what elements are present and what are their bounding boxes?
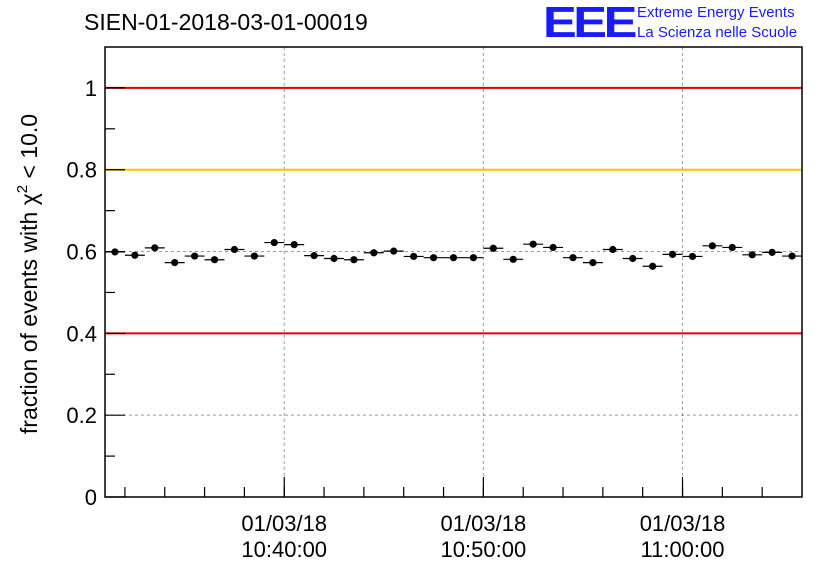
data-point <box>191 252 199 260</box>
data-point <box>210 256 219 264</box>
data-point <box>589 258 597 267</box>
eee-logo: EEE <box>543 0 637 47</box>
data-point <box>788 252 796 260</box>
data-point <box>171 258 179 267</box>
logo-line-1: Extreme Energy Events <box>637 4 795 21</box>
data-point <box>768 248 776 256</box>
data-point <box>270 238 278 247</box>
data-series <box>105 238 802 270</box>
logo-line-2: La Scienza nelle Scuole <box>637 24 798 41</box>
data-point <box>370 249 378 257</box>
grid-lines <box>105 47 802 497</box>
data-point <box>728 243 736 252</box>
x-tick-label-time: 10:50:00 <box>441 537 527 562</box>
y-tick-label: 1 <box>85 76 97 101</box>
x-axis-ticks: 01/03/1810:40:0001/03/1810:50:0001/03/18… <box>124 477 763 562</box>
data-point <box>549 243 557 252</box>
data-point <box>250 252 258 260</box>
x-tick-label-date: 01/03/18 <box>640 511 726 536</box>
data-point <box>748 251 756 259</box>
data-point <box>469 254 478 262</box>
data-point <box>230 245 239 254</box>
y-axis-label-superscript: 2 <box>14 185 31 193</box>
y-tick-label: 0 <box>85 485 97 510</box>
plot-frame <box>104 46 803 498</box>
x-tick-label-time: 10:40:00 <box>241 537 327 562</box>
data-point <box>449 254 458 262</box>
y-tick-label: 0.4 <box>66 321 97 346</box>
x-tick-label-date: 01/03/18 <box>441 511 527 536</box>
data-point <box>688 252 697 261</box>
data-point <box>509 255 517 263</box>
data-point <box>390 247 398 255</box>
y-tick-label: 0.8 <box>66 158 97 183</box>
reference-lines <box>105 86 802 335</box>
data-point <box>151 244 159 252</box>
data-point <box>649 262 657 270</box>
run-title: SIEN-01-2018-03-01-00019 <box>84 9 368 35</box>
data-point <box>609 245 617 254</box>
data-point <box>310 252 318 260</box>
data-point <box>350 256 358 264</box>
data-point <box>708 242 716 250</box>
y-axis-label-suffix: < 10.0 <box>16 114 42 185</box>
data-point <box>410 252 418 261</box>
data-point <box>529 240 537 248</box>
data-point <box>111 248 119 256</box>
data-point <box>290 240 298 249</box>
y-tick-label: 0.6 <box>66 240 97 265</box>
data-point <box>569 254 577 262</box>
data-point <box>668 250 677 259</box>
data-point <box>429 254 438 262</box>
y-tick-label: 0.2 <box>66 403 97 428</box>
data-point <box>330 254 338 263</box>
y-axis-ticks: 0 0.2 0.4 0.6 0.8 1 <box>66 76 125 510</box>
y-axis-label-prefix: fraction of events with χ <box>16 193 42 434</box>
y-axis-label: fraction of events with χ2 < 10.0 <box>14 114 42 434</box>
x-tick-label-date: 01/03/18 <box>241 511 327 536</box>
data-point <box>489 244 497 252</box>
x-tick-label-time: 11:00:00 <box>641 537 725 562</box>
data-point <box>629 254 637 263</box>
data-point <box>131 251 139 259</box>
